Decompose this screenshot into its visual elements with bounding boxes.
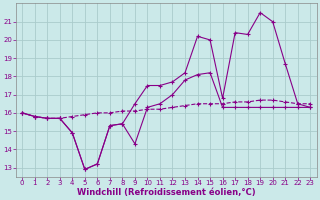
X-axis label: Windchill (Refroidissement éolien,°C): Windchill (Refroidissement éolien,°C) <box>77 188 256 197</box>
